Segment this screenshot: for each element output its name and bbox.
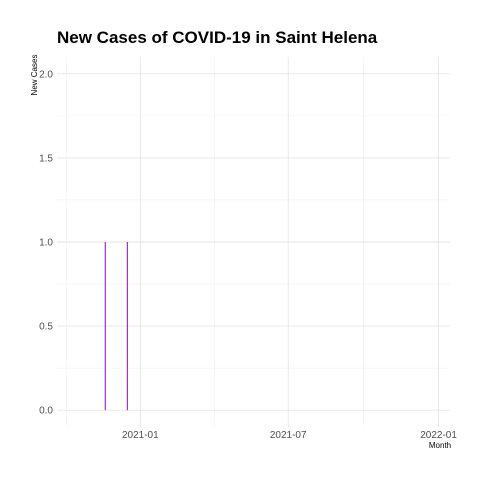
x-tick-label: 2022-01	[420, 430, 457, 441]
y-tick-label: 0.0	[39, 406, 53, 417]
bar	[104, 242, 106, 411]
x-tick-label: 2021-07	[270, 430, 307, 441]
y-axis-ticks: 0.0 0.5 1.0 1.5 2.0	[39, 69, 53, 416]
y-tick-label: 1.0	[39, 238, 53, 249]
y-tick-label: 2.0	[39, 69, 53, 80]
y-tick-label: 0.5	[39, 322, 53, 333]
grid-lines	[57, 57, 450, 427]
x-axis-label: Month	[429, 441, 451, 450]
y-axis-label: New Cases	[30, 55, 39, 96]
chart-title: New Cases of COVID-19 in Saint Helena	[57, 28, 378, 47]
x-axis-ticks: 2021-01 2021-07 2022-01	[122, 430, 457, 441]
bar-series	[104, 242, 128, 411]
y-tick-label: 1.5	[39, 153, 53, 164]
x-tick-label: 2021-01	[122, 430, 159, 441]
bar	[126, 242, 128, 411]
